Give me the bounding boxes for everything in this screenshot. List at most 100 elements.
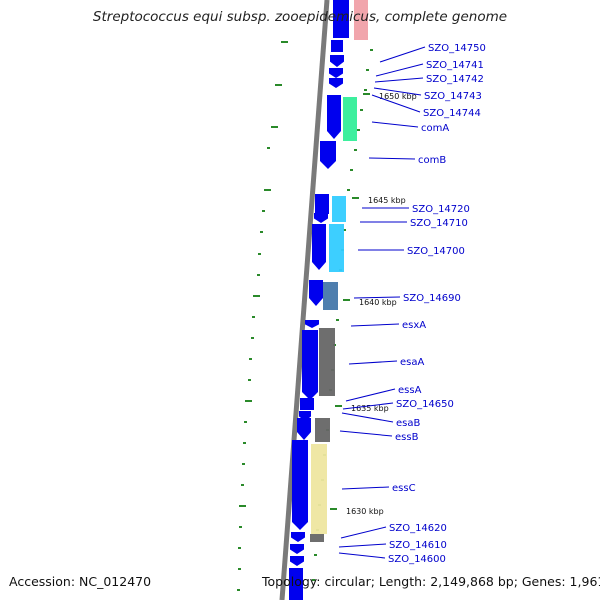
kbp-tick-minor	[251, 337, 254, 339]
cog-block-red	[354, 0, 368, 40]
gene-label: SZO_14620	[389, 523, 447, 534]
kbp-tick-minor	[238, 568, 241, 570]
kbp-tick-minor	[260, 231, 263, 233]
kbp-tick-minor	[238, 547, 241, 549]
kbp-label: 1635 kbp	[351, 404, 389, 413]
gene-leader-line	[339, 430, 393, 437]
scale-tick	[370, 49, 373, 51]
cog-block-gray	[319, 328, 335, 396]
kbp-tick-major	[245, 400, 252, 402]
gene-leader-line	[371, 94, 421, 113]
gene-leader-line	[353, 296, 401, 299]
gene-label: esaB	[396, 418, 420, 429]
kbp-tick-minor	[242, 463, 245, 465]
kbp-label: 1650 kbp	[379, 92, 417, 101]
cds-feature	[320, 141, 336, 169]
cds-feature	[314, 213, 328, 223]
scale-tick	[347, 189, 350, 191]
accession-text: Accession: NC_012470	[9, 574, 152, 589]
cds-feature	[290, 544, 304, 554]
kbp-tick-major	[264, 189, 271, 191]
scale-tick	[312, 579, 315, 581]
kbp-label: 1640 kbp	[359, 298, 397, 307]
gene-leader-line	[379, 46, 426, 63]
cog-block-cyan	[329, 224, 344, 272]
gene-leader-line	[350, 323, 400, 327]
kbp-major-mark	[352, 197, 359, 199]
scale-tick	[350, 169, 353, 171]
scale-tick	[357, 129, 360, 131]
scale-tick	[360, 109, 363, 111]
kbp-major-mark	[363, 93, 370, 95]
scale-tick	[354, 149, 357, 151]
kbp-major-mark	[343, 299, 350, 301]
gene-label: SZO_14600	[388, 554, 446, 565]
kbp-tick-minor	[249, 358, 252, 360]
cog-block-gray	[310, 534, 324, 542]
cds-feature	[315, 194, 329, 214]
cds-feature	[329, 68, 343, 78]
gene-label: esaA	[400, 357, 424, 368]
cds-feature	[309, 280, 323, 306]
kbp-tick-minor	[243, 442, 246, 444]
cog-block-steel	[323, 282, 338, 310]
kbp-tick-major	[271, 126, 278, 128]
cds-feature	[312, 224, 326, 270]
gene-label: SZO_14720	[412, 204, 470, 215]
gene-leader-line	[338, 543, 387, 548]
gene-label: essB	[395, 432, 419, 443]
gene-label: comB	[418, 155, 446, 166]
kbp-label: 1645 kbp	[368, 196, 406, 205]
gene-label: SZO_14743	[424, 91, 482, 102]
scale-tick	[336, 319, 339, 321]
kbp-tick-minor	[262, 210, 265, 212]
gene-label: SZO_14700	[407, 246, 465, 257]
cds-feature	[333, 0, 349, 38]
scale-tick	[314, 554, 317, 556]
gene-label: SZO_14690	[403, 293, 461, 304]
gene-label: comA	[421, 123, 449, 134]
cds-feature	[297, 418, 311, 440]
gene-label: SZO_14610	[389, 540, 447, 551]
gene-label: SZO_14742	[426, 74, 484, 85]
kbp-tick-major	[275, 84, 282, 86]
gene-leader-line	[368, 157, 416, 160]
gene-leader-line	[348, 360, 398, 365]
cds-feature	[329, 78, 343, 88]
kbp-tick-minor	[248, 379, 251, 381]
map-title: Streptococcus equi subsp. zooepidemicus,…	[92, 9, 508, 25]
genome-summary: Topology: circular; Length: 2,149,868 bp…	[262, 574, 600, 589]
gene-leader-line	[375, 63, 424, 77]
cog-block-yellow	[311, 444, 327, 534]
cds-feature	[327, 95, 341, 139]
cog-block-gray	[315, 418, 330, 442]
kbp-major-mark	[330, 508, 337, 510]
scale-tick	[364, 89, 367, 91]
gene-leader-line	[338, 552, 386, 559]
kbp-tick-minor	[267, 147, 270, 149]
cog-block-green	[343, 97, 357, 141]
cds-feature	[289, 568, 303, 600]
kbp-tick-minor	[241, 484, 244, 486]
kbp-tick-minor	[237, 589, 240, 591]
gene-leader-line	[374, 77, 424, 83]
scale-tick	[366, 69, 369, 71]
kbp-tick-major	[239, 505, 246, 507]
cds-feature	[292, 440, 308, 530]
cds-feature	[305, 320, 319, 328]
scale-tick	[343, 229, 346, 231]
gene-label: SZO_14650	[396, 399, 454, 410]
kbp-tick-minor	[257, 274, 260, 276]
kbp-major-mark	[335, 405, 342, 407]
gene-leader-line	[371, 121, 419, 128]
kbp-label: 1630 kbp	[346, 507, 384, 516]
gene-leader-line	[341, 486, 390, 490]
cds-feature	[300, 398, 314, 410]
cds-feature	[330, 55, 344, 67]
gene-label: SZO_14750	[428, 43, 486, 54]
gene-label: essC	[392, 483, 416, 494]
gene-label: esxA	[402, 320, 426, 331]
gene-leader-line	[341, 412, 394, 423]
